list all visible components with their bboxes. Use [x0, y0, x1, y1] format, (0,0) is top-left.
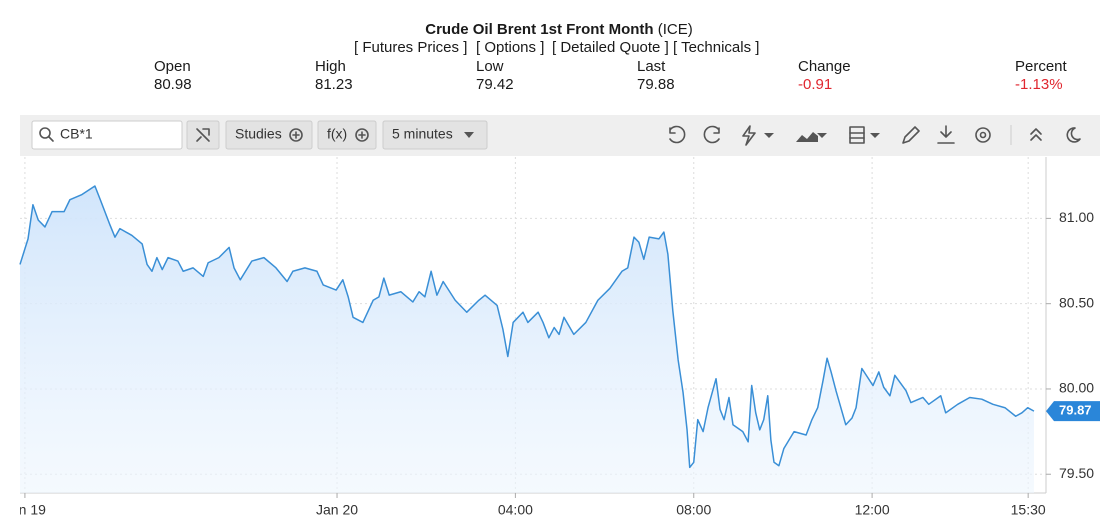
dropdown-arrow	[870, 133, 880, 138]
dropdown-arrow	[817, 133, 827, 138]
title-name: Crude Oil Brent 1st Front Month	[425, 21, 653, 38]
plus-icon	[292, 131, 300, 139]
quote-label: Last	[637, 58, 666, 75]
quote-value: 80.98	[154, 76, 192, 93]
price-line	[19, 185, 1035, 469]
theme-icon[interactable]	[1066, 127, 1081, 143]
draw-icon[interactable]	[902, 126, 920, 144]
dropdown-arrow	[464, 132, 474, 138]
quote-label: Open	[154, 58, 191, 75]
toolbar: CB*1 Studies f(x) 5 minutes	[20, 115, 1100, 156]
x-tick-label: 15:30	[1011, 502, 1046, 518]
quote-value: 79.88	[637, 76, 675, 93]
x-tick-label: Jan 19	[4, 502, 46, 518]
dropdown-arrow	[764, 133, 774, 138]
y-tick-label: 81.00	[1059, 209, 1094, 225]
toolbar-icons	[669, 125, 1081, 146]
events-icon[interactable]	[742, 125, 756, 146]
quote-label: High	[315, 58, 346, 75]
x-tick-labels: Jan 19 Jan 20 04:00 08:00 12:00 15:30	[4, 502, 1046, 518]
price-tag	[1046, 401, 1100, 422]
studies-text: Studies	[235, 126, 282, 142]
y-tick-label: 80.00	[1059, 380, 1094, 396]
download-icon[interactable]	[937, 125, 955, 144]
chart-type-icon[interactable]	[796, 132, 818, 142]
symbol-text: CB*1	[60, 126, 93, 142]
settings-icon[interactable]	[975, 127, 991, 143]
fx-text: f(x)	[327, 126, 347, 142]
quote-label: Percent	[1015, 58, 1068, 75]
collapse-icon[interactable]	[1030, 128, 1042, 141]
redo-icon[interactable]	[703, 125, 720, 144]
layout-icon	[849, 132, 865, 139]
interval-text: 5 minutes	[392, 126, 453, 142]
quote-value: 81.23	[315, 76, 353, 93]
interval-button[interactable]	[382, 120, 488, 150]
quote-value: -1.13%	[1015, 76, 1063, 93]
area	[20, 185, 1034, 494]
quote-value: 79.42	[476, 76, 514, 93]
link[interactable]: [ Options ]	[476, 39, 544, 56]
studies-button[interactable]	[225, 120, 313, 150]
link[interactable]: [ Technicals ]	[673, 39, 759, 56]
plus-icon	[289, 128, 303, 142]
symbol-input[interactable]	[31, 120, 183, 150]
fx-button[interactable]	[317, 120, 377, 150]
chart: Jan 19 Jan 20 04:00 08:00 12:00 15:30 79.50 80.…	[4, 157, 1100, 518]
x-tick-label: 12:00	[855, 502, 890, 518]
quote-label: Low	[476, 58, 504, 75]
y-tick-label: 80.50	[1059, 294, 1094, 310]
link[interactable]: [ Detailed Quote ]	[552, 39, 669, 56]
search-icon	[39, 127, 51, 139]
price-tag-label: 79.87	[1059, 403, 1092, 418]
compare-icon	[196, 128, 210, 142]
x-tick-label: 04:00	[498, 502, 533, 518]
quote-value: -0.91	[798, 76, 832, 93]
quote-header: Crude Oil Brent 1st Front Month (ICE) [ …	[154, 21, 1068, 93]
search-icon	[48, 136, 54, 142]
undo-icon[interactable]	[669, 125, 686, 144]
quote-label: Change	[798, 58, 851, 75]
plus-icon	[358, 131, 366, 139]
layout-icon[interactable]	[849, 126, 865, 144]
y-tick-label: 79.50	[1059, 465, 1094, 481]
plus-icon	[355, 128, 369, 142]
settings-icon	[979, 131, 987, 139]
link[interactable]: [ Futures Prices ]	[354, 39, 467, 56]
x-tick-label: 08:00	[676, 502, 711, 518]
title-exchange: (ICE)	[658, 21, 693, 38]
x-tick-label: Jan 20	[316, 502, 358, 518]
title: Crude Oil Brent 1st Front Month (ICE)	[425, 21, 693, 38]
